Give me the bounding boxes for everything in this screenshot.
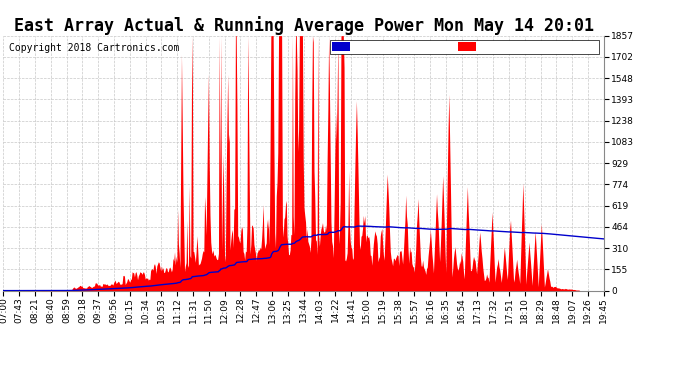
Text: Copyright 2018 Cartronics.com: Copyright 2018 Cartronics.com: [10, 43, 180, 53]
Title: East Array Actual & Running Average Power Mon May 14 20:01: East Array Actual & Running Average Powe…: [14, 16, 593, 36]
Legend: Average  (DC Watts), East Array  (DC Watts): Average (DC Watts), East Array (DC Watts…: [330, 40, 599, 54]
